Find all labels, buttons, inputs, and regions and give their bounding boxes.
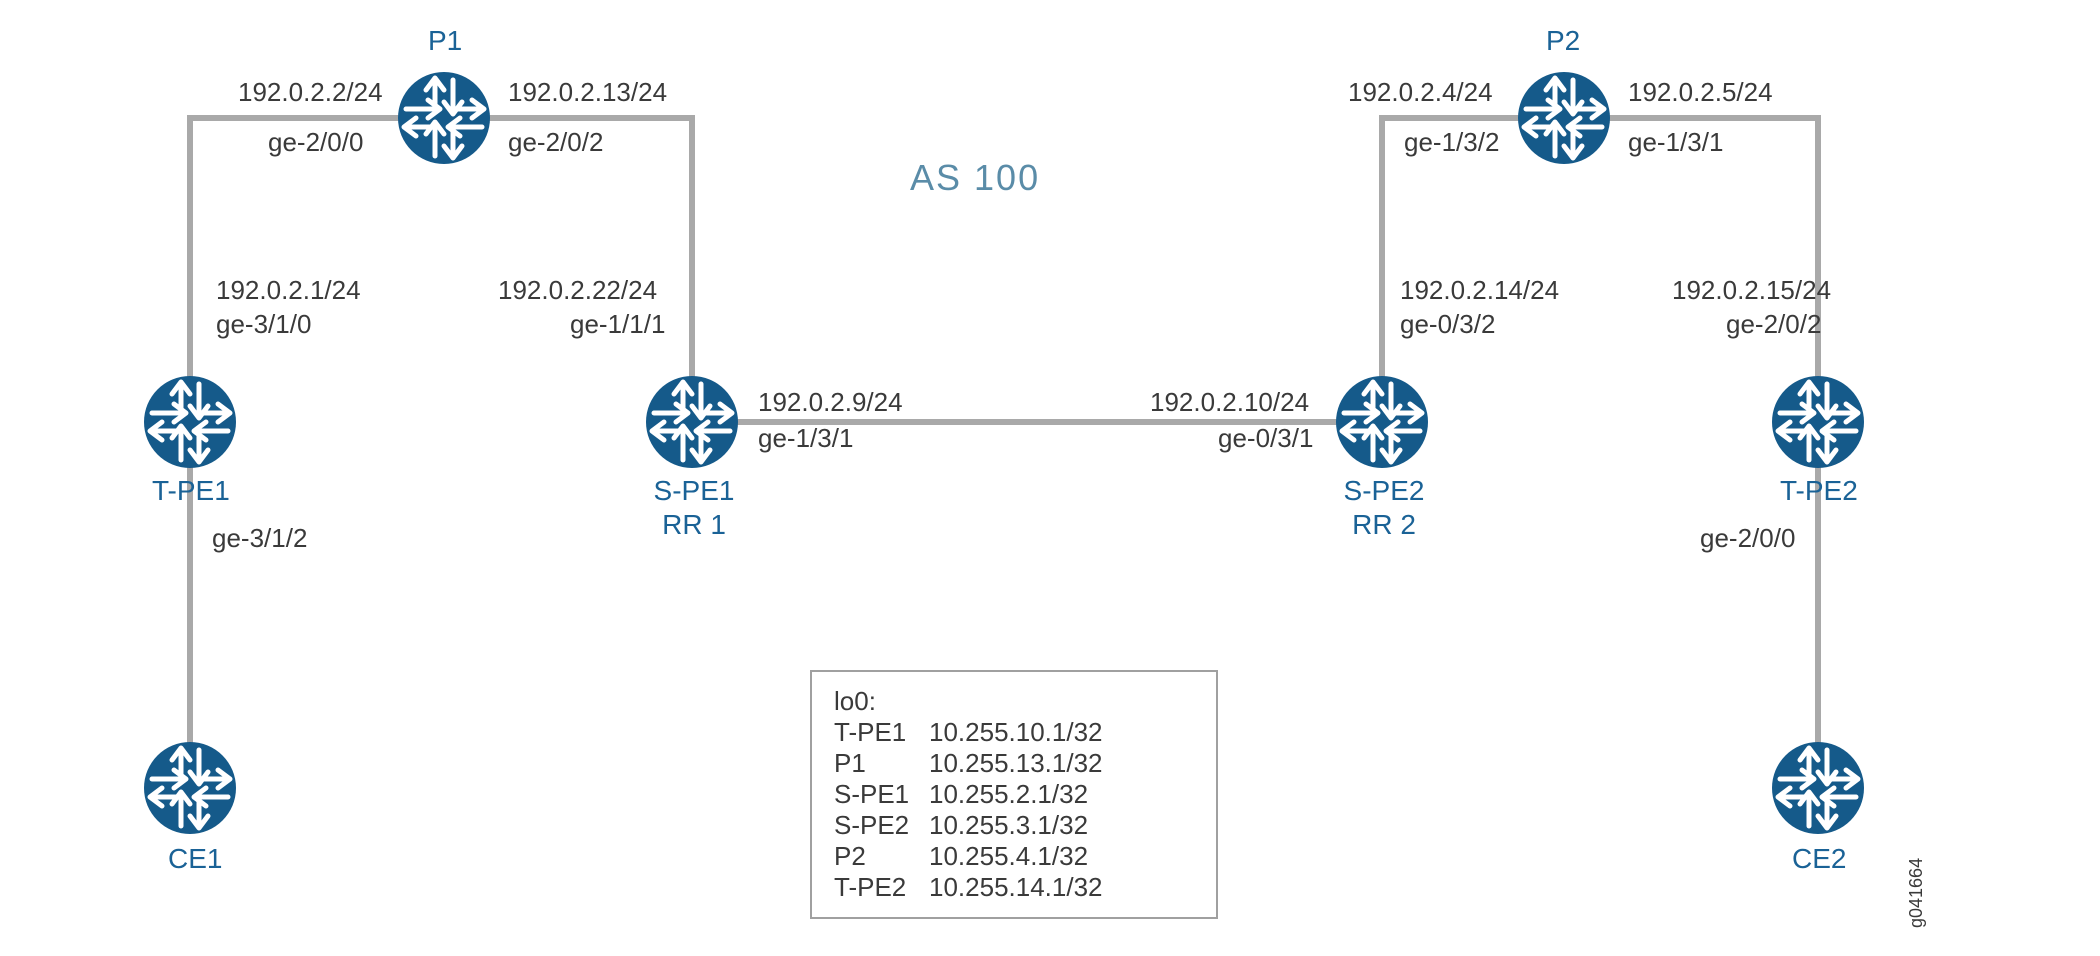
iface-label: ge-1/3/1: [758, 424, 853, 453]
router-icon-tpe2: [1772, 376, 1864, 468]
iface-label: ge-2/0/0: [268, 128, 363, 157]
label-spe1-2: RR 1: [624, 510, 764, 541]
iface-label: 192.0.2.13/24: [508, 78, 667, 107]
iface-label: 192.0.2.4/24: [1348, 78, 1493, 107]
label-spe1-1: S-PE1: [624, 476, 764, 507]
legend-addr: 10.255.13.1/32: [929, 748, 1103, 779]
label-ce1: CE1: [168, 844, 222, 875]
label-ce2: CE2: [1792, 844, 1846, 875]
label-tpe1: T-PE1: [152, 476, 230, 507]
legend-row: S-PE110.255.2.1/32: [834, 779, 1194, 810]
iface-label: 192.0.2.10/24: [1150, 388, 1309, 417]
router-icon-tpe1: [144, 376, 236, 468]
iface-label: ge-2/0/2: [508, 128, 603, 157]
loopback-legend: lo0: T-PE110.255.10.1/32P110.255.13.1/32…: [810, 670, 1218, 919]
as-label: AS 100: [910, 158, 1040, 198]
iface-label: 192.0.2.15/24: [1672, 276, 1831, 305]
legend-addr: 10.255.10.1/32: [929, 717, 1103, 748]
image-id: g041664: [1906, 858, 1927, 928]
router-icon-p1: [398, 72, 490, 164]
legend-name: S-PE2: [834, 810, 929, 841]
router-icon-ce1: [144, 742, 236, 834]
legend-row: P110.255.13.1/32: [834, 748, 1194, 779]
legend-name: P1: [834, 748, 929, 779]
legend-name: S-PE1: [834, 779, 929, 810]
label-p1: P1: [428, 26, 462, 57]
iface-label: 192.0.2.5/24: [1628, 78, 1773, 107]
label-spe2-2: RR 2: [1314, 510, 1454, 541]
router-icon-spe1: [646, 376, 738, 468]
label-tpe2: T-PE2: [1780, 476, 1858, 507]
iface-label: ge-0/3/2: [1400, 310, 1495, 339]
router-icon-p2: [1518, 72, 1610, 164]
legend-name: T-PE2: [834, 872, 929, 903]
legend-addr: 10.255.4.1/32: [929, 841, 1088, 872]
legend-row: S-PE210.255.3.1/32: [834, 810, 1194, 841]
legend-row: P210.255.4.1/32: [834, 841, 1194, 872]
legend-row: T-PE210.255.14.1/32: [834, 872, 1194, 903]
iface-label: ge-1/3/1: [1628, 128, 1723, 157]
iface-label: ge-1/3/2: [1404, 128, 1499, 157]
iface-label: ge-1/1/1: [570, 310, 665, 339]
iface-label: 192.0.2.9/24: [758, 388, 903, 417]
iface-label: 192.0.2.1/24: [216, 276, 361, 305]
iface-label: 192.0.2.2/24: [238, 78, 383, 107]
iface-label: 192.0.2.14/24: [1400, 276, 1559, 305]
legend-addr: 10.255.2.1/32: [929, 779, 1088, 810]
iface-label: 192.0.2.22/24: [498, 276, 657, 305]
iface-label: ge-0/3/1: [1218, 424, 1313, 453]
iface-label: ge-3/1/2: [212, 524, 307, 553]
iface-label: ge-3/1/0: [216, 310, 311, 339]
label-p2: P2: [1546, 26, 1580, 57]
label-spe2-1: S-PE2: [1314, 476, 1454, 507]
legend-addr: 10.255.14.1/32: [929, 872, 1103, 903]
legend-name: P2: [834, 841, 929, 872]
legend-addr: 10.255.3.1/32: [929, 810, 1088, 841]
legend-row: T-PE110.255.10.1/32: [834, 717, 1194, 748]
legend-title: lo0:: [834, 686, 1194, 717]
legend-name: T-PE1: [834, 717, 929, 748]
legend-rows: T-PE110.255.10.1/32P110.255.13.1/32S-PE1…: [834, 717, 1194, 903]
router-icon-ce2: [1772, 742, 1864, 834]
router-icon-spe2: [1336, 376, 1428, 468]
iface-label: ge-2/0/2: [1726, 310, 1821, 339]
iface-label: ge-2/0/0: [1700, 524, 1795, 553]
